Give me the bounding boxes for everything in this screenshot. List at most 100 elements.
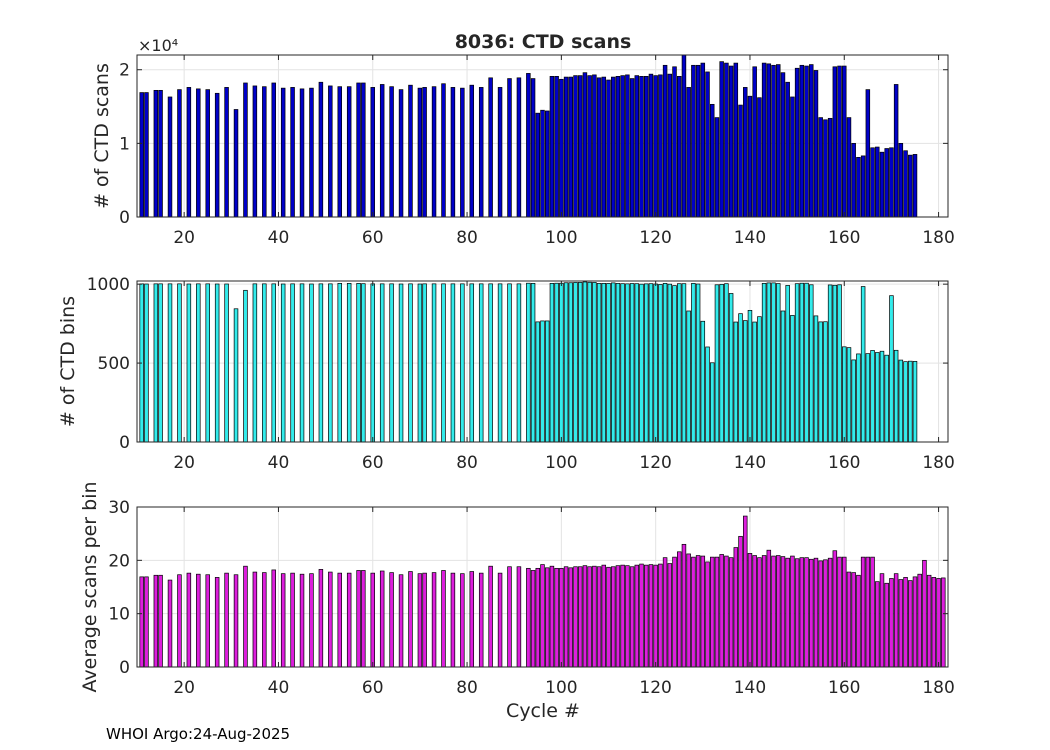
bar xyxy=(370,87,375,218)
bar xyxy=(898,359,904,443)
bar xyxy=(771,555,776,668)
y-tick-label: 20 xyxy=(108,551,130,571)
bar xyxy=(761,555,767,668)
bar xyxy=(606,566,611,668)
bar xyxy=(526,73,531,218)
bar xyxy=(526,282,531,443)
bar-series xyxy=(139,54,918,218)
bar xyxy=(667,283,673,443)
bar xyxy=(601,564,607,668)
x-tick-label: 160 xyxy=(828,228,860,248)
bar xyxy=(700,320,706,443)
x-tick-label: 140 xyxy=(734,228,766,248)
bar xyxy=(361,82,366,218)
bar xyxy=(271,82,276,218)
bar xyxy=(743,515,748,668)
bar xyxy=(196,283,201,443)
bar xyxy=(346,86,352,218)
bar xyxy=(328,283,333,443)
bar xyxy=(752,66,757,218)
bar xyxy=(450,87,456,218)
bar xyxy=(733,547,739,668)
bar xyxy=(809,284,814,443)
bar xyxy=(177,89,182,218)
bar xyxy=(893,84,899,218)
bar xyxy=(856,157,861,218)
bar xyxy=(549,283,555,443)
bar xyxy=(625,565,630,668)
bar xyxy=(837,556,842,668)
bar xyxy=(931,577,937,668)
bar xyxy=(615,565,621,668)
bar xyxy=(724,62,729,218)
bar xyxy=(252,283,258,443)
bar xyxy=(634,75,640,218)
bar xyxy=(780,556,786,668)
bar xyxy=(563,566,569,668)
x-tick-label: 60 xyxy=(362,228,384,248)
bar xyxy=(398,89,404,218)
bar xyxy=(262,572,267,668)
bar xyxy=(271,569,276,668)
bar xyxy=(827,117,833,218)
bar xyxy=(379,283,385,443)
bar xyxy=(870,556,875,668)
bar xyxy=(691,64,696,218)
bar xyxy=(799,282,805,443)
bar xyxy=(634,283,640,443)
bar xyxy=(186,283,192,443)
bar xyxy=(540,109,545,218)
x-tick-label: 120 xyxy=(639,678,671,698)
x-tick-label: 140 xyxy=(734,453,766,473)
bar xyxy=(804,557,809,668)
x-tick-label: 180 xyxy=(922,453,954,473)
bar xyxy=(842,346,847,443)
bar xyxy=(469,283,475,443)
bar xyxy=(582,565,588,668)
y-tick-label: 1 xyxy=(119,134,130,154)
bar xyxy=(196,573,201,668)
bar xyxy=(596,566,602,668)
bar xyxy=(153,89,159,218)
bar xyxy=(568,76,574,218)
bar xyxy=(842,556,847,668)
bar xyxy=(620,75,625,218)
panel-3: 20 40 60 80 100 120 140 160 180 0 10 20 30 Average sc… xyxy=(79,481,955,698)
bar xyxy=(695,64,701,218)
bar xyxy=(884,354,889,443)
y-tick-label: 0 xyxy=(119,208,130,228)
bar xyxy=(450,283,456,443)
bar xyxy=(488,565,493,668)
bar xyxy=(898,579,904,668)
bar xyxy=(587,566,592,668)
y-tick-label: 10 xyxy=(108,605,130,625)
bar xyxy=(700,62,706,218)
bar xyxy=(860,286,866,443)
bar xyxy=(252,571,258,668)
x-tick-label: 80 xyxy=(456,453,478,473)
bar xyxy=(629,78,635,218)
bar xyxy=(233,574,239,668)
bar xyxy=(865,89,871,218)
bar xyxy=(290,572,295,668)
bar xyxy=(516,566,522,668)
bar xyxy=(389,86,394,218)
bar xyxy=(167,283,173,443)
bar xyxy=(497,572,503,668)
bar xyxy=(535,567,541,668)
bar xyxy=(653,75,658,218)
bar xyxy=(889,578,894,668)
bar xyxy=(488,283,493,443)
bar xyxy=(832,66,838,218)
bar xyxy=(813,557,819,668)
bar xyxy=(724,283,729,443)
bar xyxy=(606,79,611,218)
y-tick-label: 30 xyxy=(108,498,130,518)
bar xyxy=(643,76,649,218)
bar xyxy=(639,563,644,668)
bar xyxy=(337,572,342,668)
bar xyxy=(747,95,753,218)
bar-series xyxy=(139,281,918,443)
y-tick-label: 0 xyxy=(119,658,130,678)
bar xyxy=(615,283,621,443)
